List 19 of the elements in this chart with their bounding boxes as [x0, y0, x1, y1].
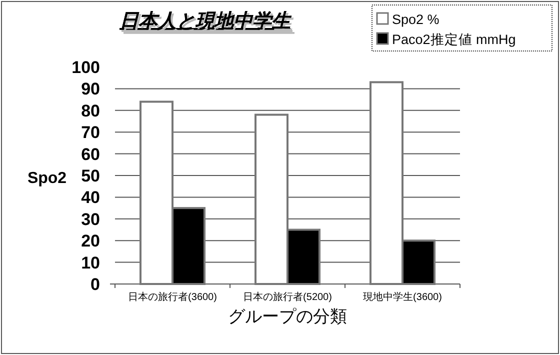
y-tick-label: 60: [81, 144, 100, 164]
y-tick-label: 90: [81, 80, 100, 99]
y-tick-label: 80: [81, 101, 100, 120]
x-tick-label: 日本の旅行者(5200): [243, 291, 332, 303]
y-tick-label: 40: [81, 188, 100, 208]
legend-label: Paco2推定値 mmHg: [392, 32, 516, 47]
y-axis-title: Spo2: [27, 170, 67, 187]
y-tick-label: 30: [81, 210, 100, 229]
y-tick-label: 100: [72, 58, 100, 77]
y-tick-label: 70: [81, 123, 100, 142]
x-tick-label: 現地中学生(3600): [363, 291, 442, 303]
legend-label: Spo2 %: [392, 12, 440, 27]
x-axis-title: グループの分類: [228, 307, 347, 326]
y-tick-label: 0: [90, 275, 100, 294]
x-tick-label: 日本の旅行者(3600): [128, 291, 217, 303]
chart-title: 日本人と現地中学生: [120, 10, 292, 32]
y-tick-label: 10: [81, 253, 100, 272]
y-tick-label: 20: [81, 232, 100, 251]
y-tick-label: 50: [81, 166, 100, 186]
